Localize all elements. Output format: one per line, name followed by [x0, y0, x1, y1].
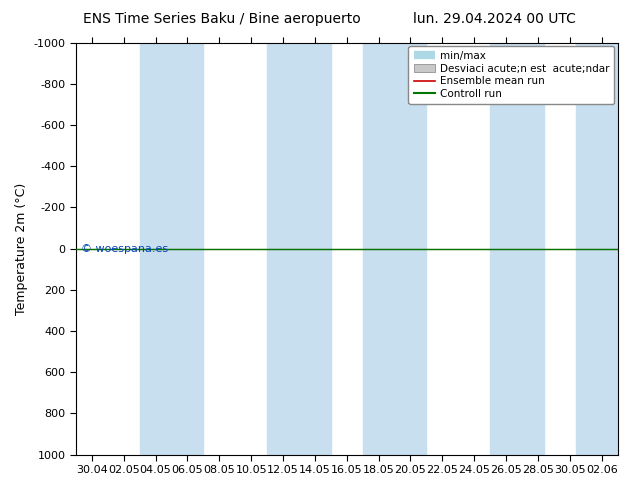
Bar [363, 43, 427, 455]
Bar [576, 43, 633, 455]
Text: ENS Time Series Baku / Bine aeropuerto: ENS Time Series Baku / Bine aeropuerto [83, 12, 361, 26]
Y-axis label: Temperature 2m (°C): Temperature 2m (°C) [15, 182, 28, 315]
Legend: min/max, Desviaci acute;n est  acute;ndar, Ensemble mean run, Controll run: min/max, Desviaci acute;n est acute;ndar… [408, 46, 614, 104]
Bar [139, 43, 204, 455]
Text: lun. 29.04.2024 00 UTC: lun. 29.04.2024 00 UTC [413, 12, 576, 26]
Bar [267, 43, 331, 455]
Text: © woespana.es: © woespana.es [81, 244, 169, 254]
Bar [490, 43, 545, 455]
